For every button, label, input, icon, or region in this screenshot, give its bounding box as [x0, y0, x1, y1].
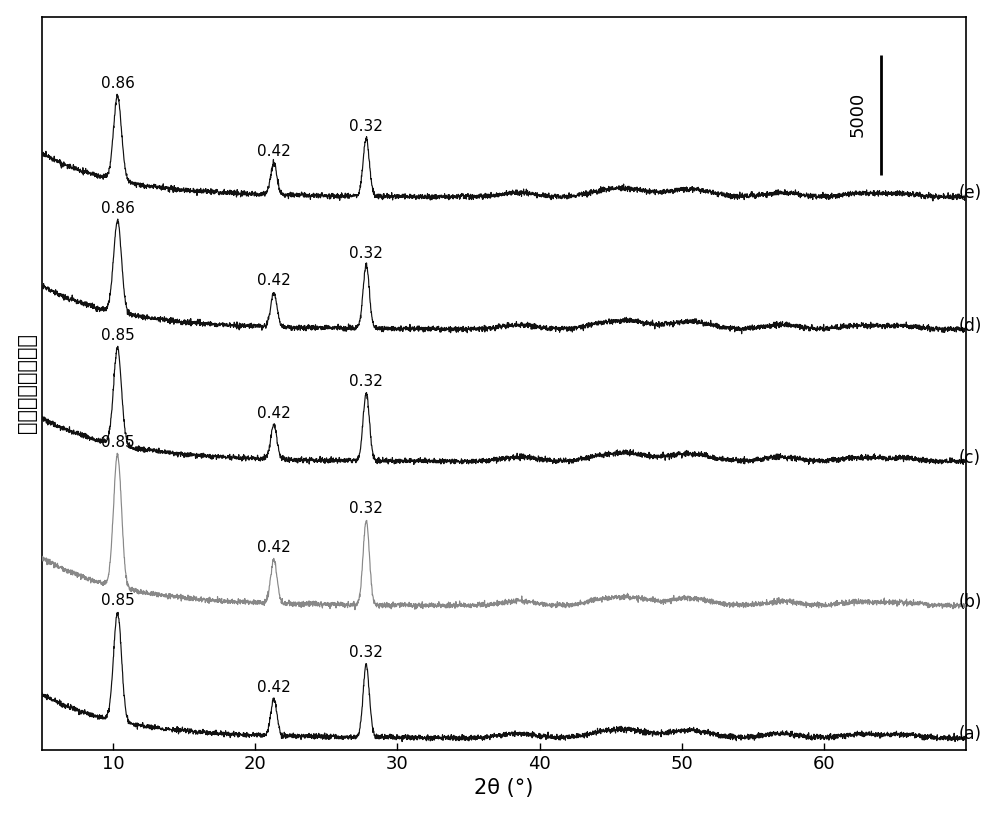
Text: 0.42: 0.42 — [257, 680, 291, 694]
Text: 5000: 5000 — [848, 92, 866, 138]
Text: 0.32: 0.32 — [349, 373, 383, 389]
Text: 0.32: 0.32 — [349, 501, 383, 516]
Text: 0.42: 0.42 — [257, 540, 291, 555]
Text: 0.86: 0.86 — [101, 200, 134, 216]
Text: 0.85: 0.85 — [101, 434, 134, 450]
Text: (c): (c) — [959, 449, 981, 467]
X-axis label: 2θ (°): 2θ (°) — [474, 778, 534, 799]
Text: (a): (a) — [959, 725, 982, 743]
Text: 0.42: 0.42 — [257, 273, 291, 289]
Text: 0.42: 0.42 — [257, 143, 291, 159]
Text: 0.32: 0.32 — [349, 645, 383, 660]
Text: 0.42: 0.42 — [257, 406, 291, 421]
Text: 0.85: 0.85 — [101, 593, 134, 608]
Text: (d): (d) — [959, 316, 982, 335]
Text: 0.85: 0.85 — [101, 328, 134, 343]
Y-axis label: 强度（脉冲计数）: 强度（脉冲计数） — [17, 333, 37, 434]
Text: 0.32: 0.32 — [349, 119, 383, 134]
Text: 0.32: 0.32 — [349, 246, 383, 261]
Text: (e): (e) — [959, 184, 982, 202]
Text: 0.86: 0.86 — [101, 76, 134, 91]
Text: (b): (b) — [959, 593, 982, 611]
